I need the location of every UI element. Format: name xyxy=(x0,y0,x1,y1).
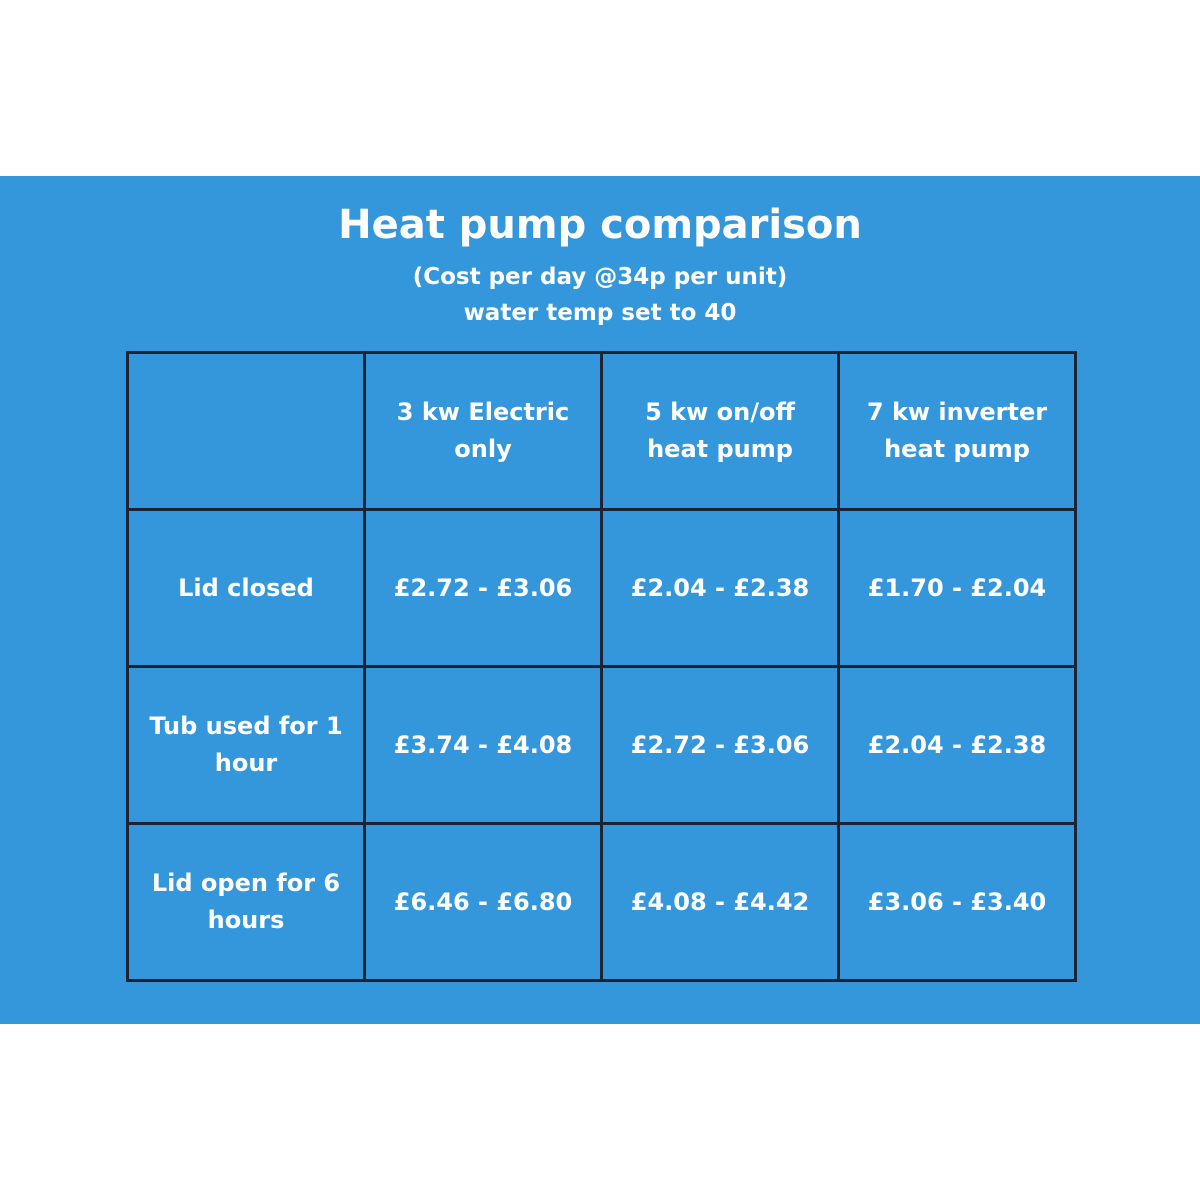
column-header: 7 kw inverter heat pump xyxy=(837,351,1077,511)
comparison-table: 3 kw Electric only 5 kw on/off heat pump 7… xyxy=(126,351,1077,982)
column-header: 3 kw Electric only xyxy=(363,351,603,511)
cost-cell: £2.72 - £3.06 xyxy=(600,665,840,825)
title: Heat pump comparison xyxy=(338,202,862,248)
panel: Heat pump comparison (Cost per day @34p … xyxy=(0,176,1200,1024)
header-row: 3 kw Electric only 5 kw on/off heat pump 7… xyxy=(126,351,1077,511)
corner-cell xyxy=(126,351,366,511)
data-row: Tub used for 1 hour £3.74 - £4.08 £2.72 - … xyxy=(126,665,1077,825)
data-row: Lid closed £2.72 - £3.06 £2.04 - £2.38 £1.7… xyxy=(126,508,1077,668)
data-row: Lid open for 6 hours £6.46 - £6.80 £4.08 -… xyxy=(126,822,1077,982)
subtitle: water temp set to 40 xyxy=(463,300,737,326)
cost-cell: £4.08 - £4.42 xyxy=(600,822,840,982)
row-label: Lid open for 6 hours xyxy=(126,822,366,982)
row-label: Tub used for 1 hour xyxy=(126,665,366,825)
cost-cell: £3.06 - £3.40 xyxy=(837,822,1077,982)
cost-cell: £6.46 - £6.80 xyxy=(363,822,603,982)
cost-cell: £2.04 - £2.38 xyxy=(837,665,1077,825)
subtitle: (Cost per day @34p per unit) xyxy=(412,264,788,290)
cost-cell: £2.72 - £3.06 xyxy=(363,508,603,668)
cost-cell: £2.04 - £2.38 xyxy=(600,508,840,668)
cost-cell: £3.74 - £4.08 xyxy=(363,665,603,825)
row-label: Lid closed xyxy=(126,508,366,668)
column-header: 5 kw on/off heat pump xyxy=(600,351,840,511)
table-body: 3 kw Electric only 5 kw on/off heat pump 7… xyxy=(126,351,1077,982)
cost-cell: £1.70 - £2.04 xyxy=(837,508,1077,668)
